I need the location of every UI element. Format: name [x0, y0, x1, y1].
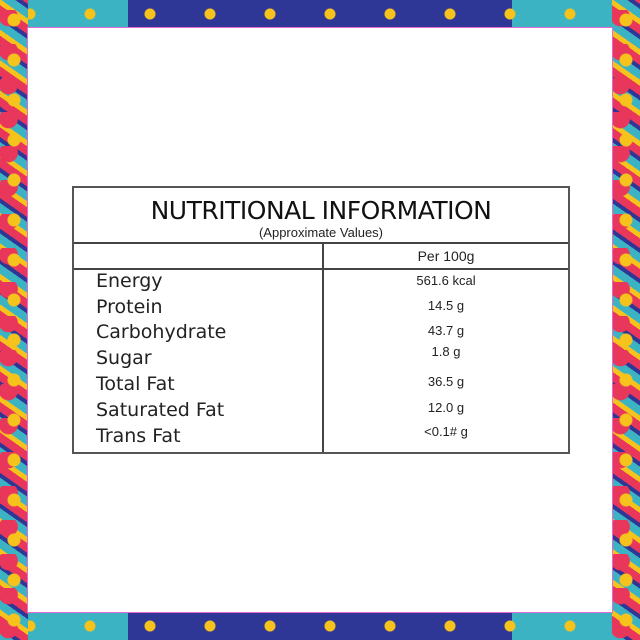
- decorative-border-bottom: [0, 612, 640, 640]
- table-row: Sugar 1.8 g: [74, 344, 568, 373]
- decorative-border-left: [0, 0, 28, 640]
- nutrient-value: 12.0 g: [427, 400, 465, 415]
- nutrient-label: Sugar: [96, 347, 152, 369]
- table-row: Saturated Fat 12.0 g: [74, 399, 568, 425]
- header-row: Per 100g: [74, 242, 568, 270]
- decorative-border-top: [0, 0, 640, 28]
- table-row: Energy 561.6 kcal: [74, 270, 568, 296]
- nutrient-value: 14.5 g: [427, 298, 465, 313]
- content-panel: [27, 27, 613, 613]
- table-subtitle: (Approximate Values): [258, 225, 384, 240]
- nutrient-value: 561.6 kcal: [416, 273, 476, 288]
- table-row: Protein 14.5 g: [74, 296, 568, 322]
- table-row: Total Fat 36.5 g: [74, 373, 568, 399]
- nutrient-label: Saturated Fat: [96, 399, 225, 421]
- decorative-border-right: [612, 0, 640, 640]
- nutrient-value: 36.5 g: [427, 374, 465, 389]
- table-row: Trans Fat <0.1# g: [74, 424, 568, 451]
- nutrient-value: 1.8 g: [431, 344, 461, 359]
- nutrient-value: <0.1# g: [424, 424, 468, 439]
- nutrient-label: Protein: [96, 296, 163, 318]
- nutrient-label: Trans Fat: [96, 425, 181, 447]
- nutrient-value: 43.7 g: [427, 323, 465, 338]
- nutrient-label: Carbohydrate: [96, 321, 227, 343]
- table-row: Carbohydrate 43.7 g: [74, 321, 568, 347]
- nutrient-label: Total Fat: [96, 373, 175, 395]
- nutrient-label: Energy: [96, 270, 163, 292]
- column-divider: [322, 242, 324, 452]
- column-header: Per 100g: [417, 248, 475, 264]
- title-row: NUTRITIONAL INFORMATION (Approximate Val…: [74, 188, 568, 244]
- nutrition-table: NUTRITIONAL INFORMATION (Approximate Val…: [72, 186, 570, 454]
- table-title: NUTRITIONAL INFORMATION: [150, 196, 492, 225]
